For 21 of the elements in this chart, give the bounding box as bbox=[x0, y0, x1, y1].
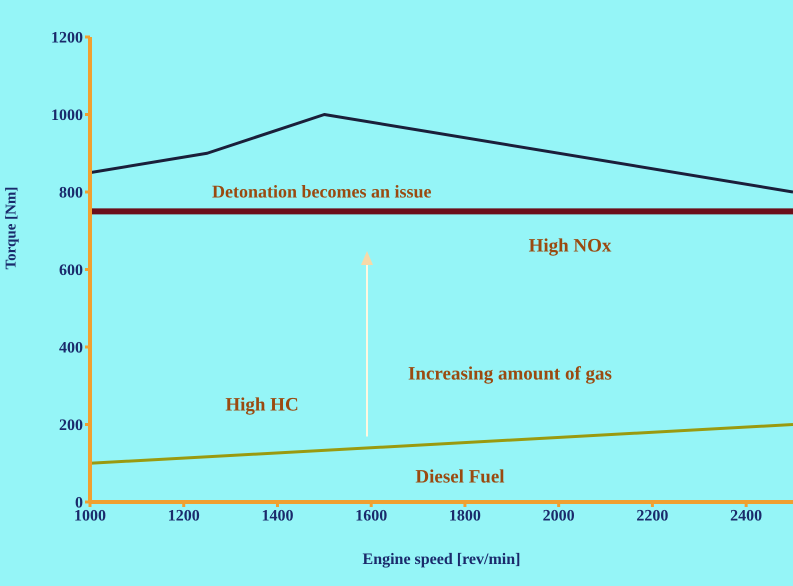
x-tick-label: 1600 bbox=[355, 507, 388, 524]
y-tick-label: 1000 bbox=[51, 107, 83, 124]
y-axis-title: Torque [Nm] bbox=[3, 186, 20, 270]
y-tick-label: 400 bbox=[59, 340, 83, 357]
x-tick-label: 2200 bbox=[636, 507, 668, 524]
annotation: High NOx bbox=[528, 236, 612, 256]
y-tick-label: 600 bbox=[59, 262, 83, 280]
ref-line-label: Detonation becomes an issue bbox=[212, 181, 432, 202]
annotation: High HC bbox=[225, 394, 299, 416]
x-tick-label: 2400 bbox=[730, 507, 762, 524]
y-tick-label: 1200 bbox=[51, 30, 83, 47]
x-tick-label: 1000 bbox=[74, 507, 106, 524]
x-tick-label: 1400 bbox=[261, 507, 294, 524]
annotation: Diesel Fuel bbox=[415, 466, 505, 488]
y-tick-label: 800 bbox=[59, 184, 83, 202]
x-tick-label: 1800 bbox=[448, 507, 481, 524]
x-axis-title: Engine speed [rev/min] bbox=[362, 551, 520, 568]
y-tick-label: 200 bbox=[59, 417, 83, 434]
x-tick-label: 1200 bbox=[168, 507, 200, 524]
annotation: Increasing amount of gas bbox=[408, 364, 612, 384]
x-tick-label: 2000 bbox=[542, 507, 575, 524]
